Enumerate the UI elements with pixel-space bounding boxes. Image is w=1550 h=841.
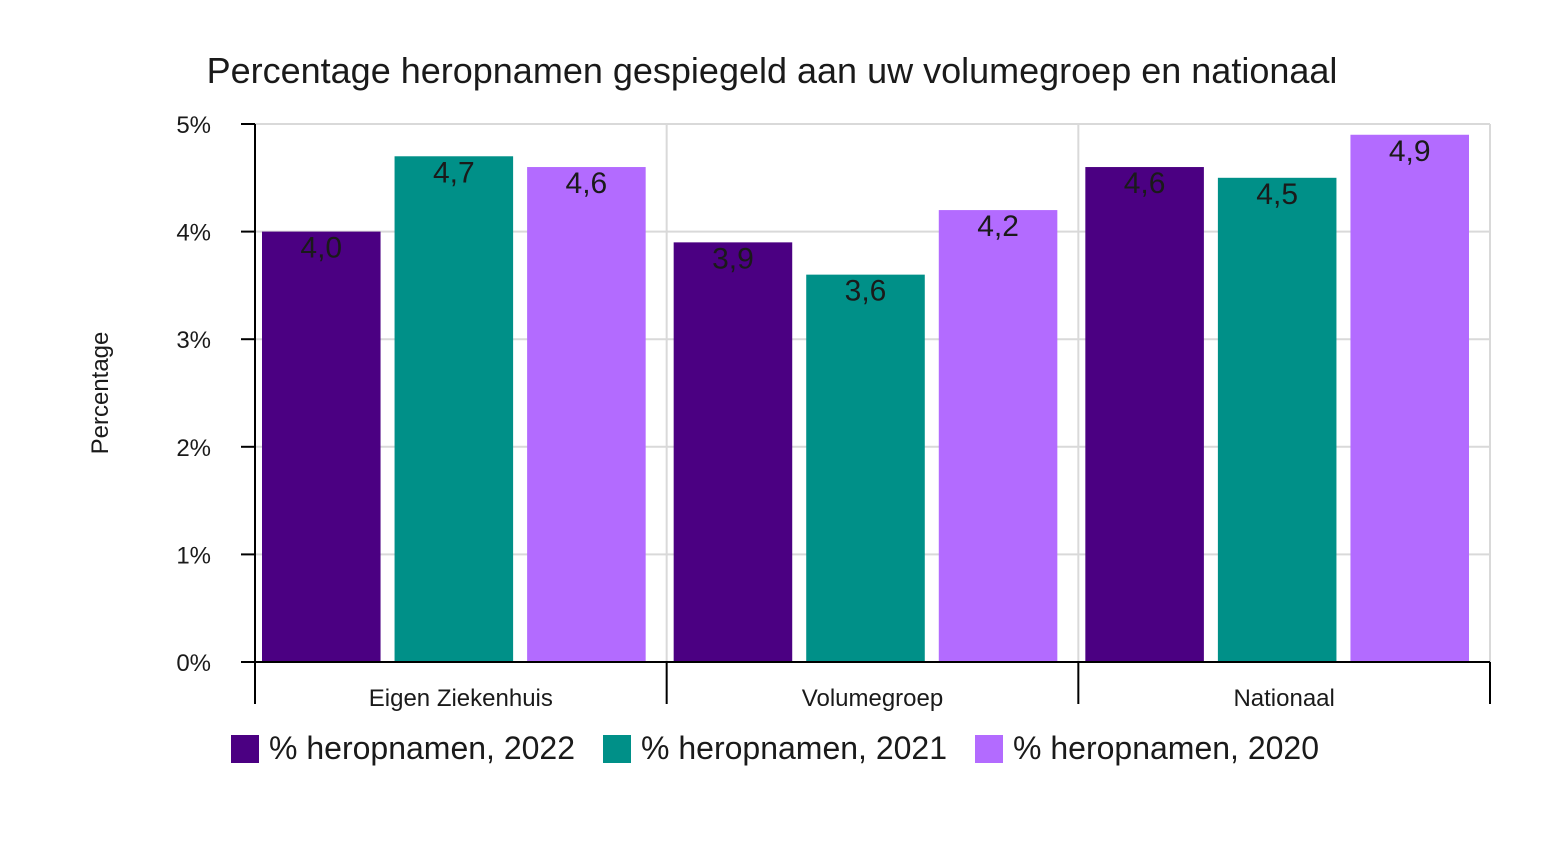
- chart-title: Percentage heropnamen gespiegeld aan uw …: [0, 50, 1550, 92]
- legend-swatch-2022: [231, 734, 259, 763]
- data-label: 3,6: [845, 275, 887, 308]
- chart-legend: % heropnamen, 2022 % heropnamen, 2021 % …: [0, 730, 1550, 767]
- legend-item-2022: % heropnamen, 2022: [231, 730, 575, 767]
- y-tick-label: 3%: [176, 327, 211, 354]
- data-label: 4,6: [1124, 167, 1166, 200]
- y-tick-label: 4%: [176, 220, 211, 247]
- data-label: 4,9: [1389, 135, 1431, 168]
- bar: [806, 274, 925, 662]
- bar: [1217, 177, 1337, 663]
- legend-label-2022: % heropnamen, 2022: [269, 730, 575, 766]
- data-label: 4,7: [433, 156, 475, 189]
- bar: [262, 231, 381, 662]
- bar: [1085, 167, 1204, 663]
- legend-swatch-2021: [603, 734, 631, 763]
- data-label: 4,5: [1256, 178, 1298, 211]
- bar: [673, 242, 793, 663]
- y-tick-label: 5%: [176, 112, 211, 139]
- y-tick-label: 1%: [176, 542, 211, 569]
- data-label: 3,9: [712, 242, 754, 275]
- data-label: 4,0: [300, 232, 342, 265]
- x-category-label: Eigen Ziekenhuis: [369, 685, 553, 712]
- legend-label-2021: % heropnamen, 2021: [641, 730, 947, 766]
- y-tick-label: 2%: [176, 435, 211, 462]
- y-tick-label: 0%: [176, 650, 211, 677]
- chart-title-text: Percentage heropnamen gespiegeld aan uw …: [206, 50, 1338, 91]
- bar: [394, 156, 514, 662]
- x-category-label: Nationaal: [1233, 685, 1334, 712]
- legend-label-2020: % heropnamen, 2020: [1013, 730, 1319, 766]
- data-label: 4,6: [566, 167, 608, 200]
- legend-item-2021: % heropnamen, 2021: [603, 730, 947, 767]
- bar: [1350, 134, 1469, 662]
- x-category-label: Volumegroep: [802, 685, 943, 712]
- bar: [938, 210, 1058, 662]
- y-axis-title: Percentage: [87, 332, 114, 455]
- data-label: 4,2: [977, 210, 1019, 243]
- legend-swatch-2020: [975, 734, 1003, 763]
- bar: [527, 167, 646, 663]
- legend-item-2020: % heropnamen, 2020: [975, 730, 1319, 767]
